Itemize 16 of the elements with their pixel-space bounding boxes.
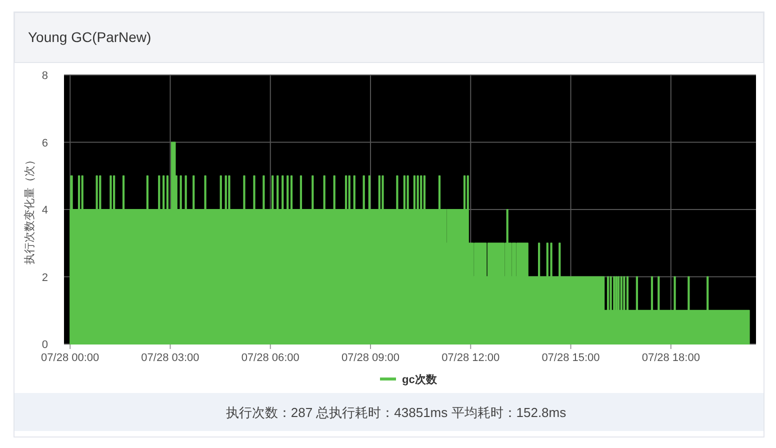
- chart-title: Young GC(ParNew): [28, 29, 152, 45]
- x-tick-label: 07/28 00:00: [41, 352, 100, 364]
- y-tick-label: 8: [42, 70, 48, 82]
- x-tick-label: 07/28 03:00: [141, 352, 200, 364]
- y-axis-title: 执行次数变化量（次）: [23, 154, 36, 264]
- y-tick-label: 2: [42, 272, 48, 284]
- x-tick-label: 07/28 06:00: [241, 352, 300, 364]
- y-tick-label: 0: [42, 339, 48, 351]
- text: 执行次数：287 总执行耗时：43851ms 平均耗时：152.8ms: [226, 405, 567, 420]
- x-tick-label: 07/28 18:00: [642, 352, 700, 364]
- legend-label: gc次数: [402, 373, 438, 386]
- y-tick-label: 6: [42, 137, 48, 150]
- y-tick-label: 4: [42, 204, 48, 216]
- x-tick-label: 07/28 09:00: [341, 352, 400, 364]
- x-tick-label: 07/28 15:00: [542, 352, 600, 364]
- x-tick-label: 07/28 12:00: [442, 352, 500, 364]
